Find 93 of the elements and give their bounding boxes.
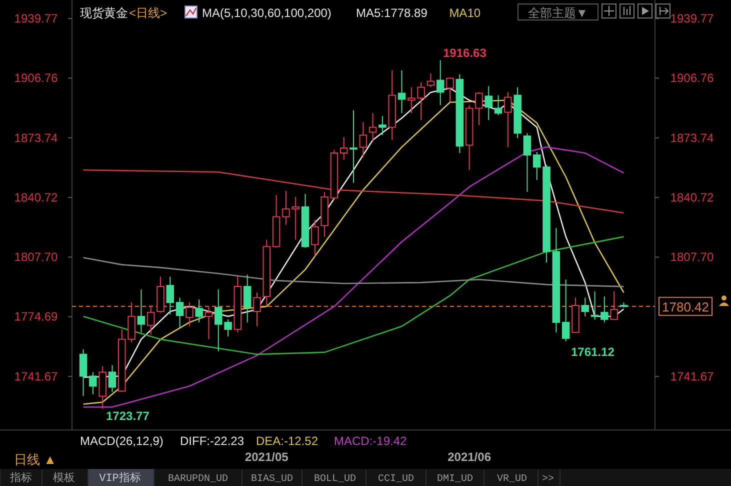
candlestick (156, 276, 164, 314)
candlestick (610, 290, 618, 320)
candlestick (494, 94, 502, 116)
candlestick (572, 297, 580, 333)
candlestick (436, 60, 444, 106)
text: MACD(26,12,9) (80, 434, 164, 448)
candlestick (98, 366, 106, 410)
y2-tick-label: 1939.77 (670, 11, 714, 26)
text: DEA:-12.52 (256, 434, 318, 448)
candlestick (600, 296, 608, 323)
candlestick (330, 149, 338, 200)
annotation: MA(5,10,30,60,100,200) (202, 6, 332, 20)
y2-tick-label: 1873.74 (670, 130, 714, 145)
annotation: 1761.12 (571, 345, 615, 359)
line-series (82, 169, 624, 214)
candlestick (398, 70, 406, 114)
text: >> (542, 474, 554, 485)
y-tick-label: 1840.72 (14, 190, 58, 204)
text: 日线 ▲ (14, 452, 56, 467)
text: BIAS_UD (250, 474, 294, 485)
text: 模板 (53, 472, 75, 484)
text: DMI_UD (436, 474, 474, 485)
candlestick (108, 364, 116, 393)
candlestick (359, 122, 368, 158)
annotation: 1723.77 (106, 409, 150, 423)
text: MA5:1778.89 (356, 6, 428, 20)
candlestick (195, 299, 203, 323)
y-tick-label: 1873.74 (14, 130, 58, 145)
candlestick (514, 86, 522, 139)
candlestick (446, 76, 454, 103)
candlestick (465, 104, 474, 171)
candlestick (89, 372, 97, 395)
y-tick-label: 1906.76 (14, 71, 58, 86)
candlestick (475, 92, 483, 126)
text: VIP指标 (99, 472, 141, 485)
candlestick (504, 92, 512, 148)
text: 指标 (9, 472, 32, 484)
candlestick (581, 297, 589, 317)
y2-tick-label: 1840.72 (670, 190, 714, 204)
y-tick-label: 1774.69 (14, 310, 58, 324)
candlestick (320, 191, 328, 238)
text: BARUPDN_UD (168, 474, 228, 485)
candlestick (552, 227, 560, 333)
candlestick (253, 292, 261, 327)
candlestick (388, 70, 396, 141)
ref-line-label: 1780.42 (662, 299, 709, 314)
line-series (82, 256, 624, 288)
candlestick (562, 279, 570, 342)
candlestick (350, 110, 358, 184)
line-series (82, 146, 624, 408)
candlestick (301, 193, 310, 248)
candlestick (146, 304, 155, 335)
candlestick (368, 112, 377, 143)
candlestick (426, 72, 435, 88)
candlestick (590, 290, 599, 320)
candlestick (243, 274, 252, 323)
candlestick (79, 348, 88, 397)
y-tick-label: 1807.70 (14, 250, 58, 264)
text: DIFF:-22.23 (180, 434, 244, 448)
y2-tick-label: 1741.67 (670, 369, 714, 384)
y2-tick-label: 1807.70 (670, 250, 714, 264)
annotation: 1916.63 (443, 46, 487, 60)
y2-tick-label: 1906.76 (670, 71, 714, 86)
x-tick-label: 2021/06 (448, 450, 492, 464)
candlestick (378, 116, 386, 136)
candlestick (166, 276, 174, 315)
candlestick (620, 302, 628, 308)
text: MA10 (449, 6, 481, 20)
candlestick (532, 151, 541, 180)
y-tick-label: 1741.67 (14, 369, 58, 384)
candlestick (262, 239, 271, 307)
candlestick (137, 288, 146, 333)
text: BOLL_UD (314, 474, 356, 485)
text: CCI_UD (378, 474, 414, 485)
candlestick (523, 132, 532, 192)
text: VR_UD (496, 474, 528, 485)
text: 现货黄金 (80, 6, 128, 20)
x-tick-label: 2021/05 (244, 450, 289, 464)
text: MACD:-19.42 (334, 434, 408, 448)
text: <日线> (129, 6, 168, 20)
candlestick (311, 219, 319, 258)
candlestick (484, 86, 492, 121)
candlestick (272, 194, 280, 248)
annotation: 全部主题▼ (528, 6, 588, 20)
candlestick (186, 302, 194, 327)
candlestick (542, 164, 550, 264)
line-series (82, 236, 624, 355)
candlestick (204, 306, 213, 340)
candlestick (234, 276, 242, 333)
candlestick (456, 74, 464, 154)
candlestick (340, 136, 348, 160)
y-tick-label: 1939.77 (14, 11, 58, 26)
candlestick (176, 297, 184, 328)
